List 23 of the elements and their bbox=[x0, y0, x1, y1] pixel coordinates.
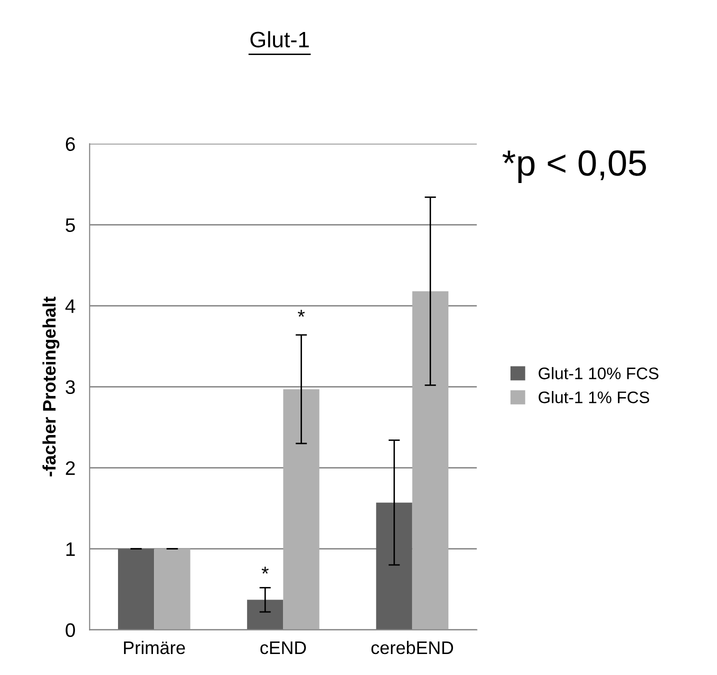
y-tick-label: 3 bbox=[66, 380, 75, 394]
y-tick-label: 5 bbox=[66, 218, 75, 232]
bar bbox=[247, 600, 284, 630]
bar bbox=[283, 389, 320, 630]
bar bbox=[376, 502, 412, 630]
x-tick-label: cerebEND bbox=[371, 640, 454, 654]
chart-title: Glut-1 bbox=[250, 31, 309, 48]
annotation: * bbox=[262, 566, 269, 574]
bar bbox=[118, 548, 154, 630]
y-tick-label: 6 bbox=[66, 137, 75, 152]
x-tick-label: cEND bbox=[260, 642, 306, 654]
x-tick-label: Primäre bbox=[124, 640, 185, 654]
y-tick-label: 4 bbox=[65, 299, 76, 313]
legend-label: Glut-1 1% FCS bbox=[538, 391, 650, 404]
annotation: * bbox=[298, 310, 305, 317]
legend-label: Glut-1 10% FCS bbox=[538, 367, 658, 380]
bar bbox=[412, 291, 448, 630]
y-tick-label: 2 bbox=[66, 461, 75, 475]
text: *p < 0,05 bbox=[502, 150, 646, 183]
y-tick-label: 1 bbox=[66, 542, 75, 556]
y-axis-title: -facher Proteingehalt bbox=[42, 296, 60, 476]
y-tick-label: 0 bbox=[66, 623, 75, 638]
bar bbox=[154, 548, 190, 630]
